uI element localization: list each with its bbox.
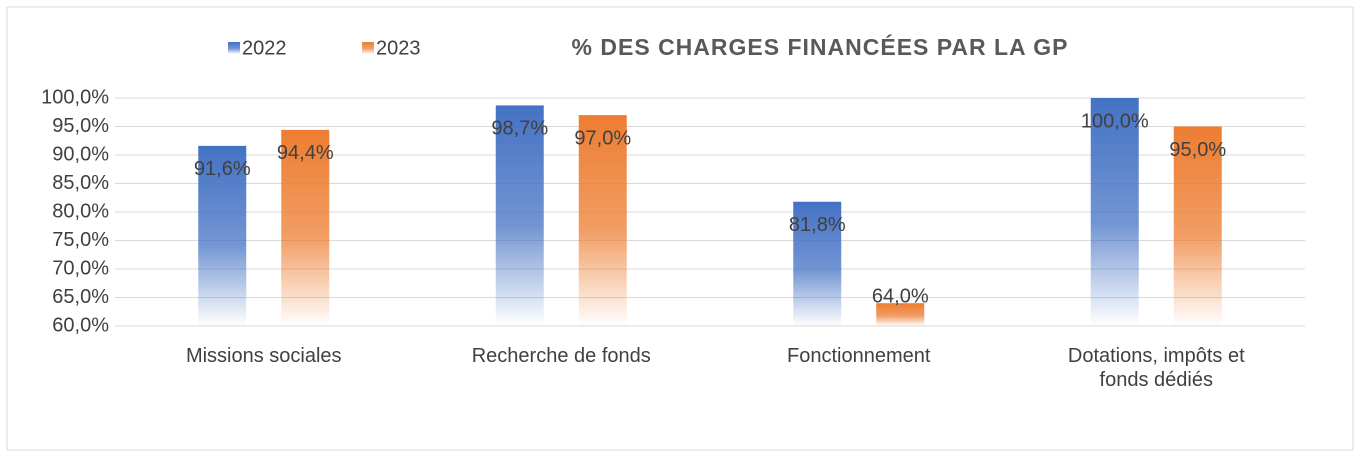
legend-swatch	[362, 42, 374, 54]
bar	[578, 115, 627, 326]
data-label: 94,4%	[277, 142, 334, 164]
x-tick-label: Dotations, impôts et fonds dédiés	[1067, 345, 1245, 391]
y-tick-label: 90,0%	[52, 143, 109, 165]
data-label: 91,6%	[194, 158, 251, 180]
data-label: 98,7%	[491, 118, 548, 140]
y-tick-label: 75,0%	[52, 229, 109, 251]
y-tick-label: 60,0%	[52, 314, 109, 336]
bar	[281, 129, 330, 326]
y-tick-label: 100,0%	[41, 86, 109, 108]
chart-title: % DES CHARGES FINANCÉES PAR LA GP	[572, 33, 1069, 60]
bar	[876, 303, 925, 326]
bar	[1173, 126, 1222, 326]
data-label: 95,0%	[1169, 139, 1226, 161]
y-tick-label: 85,0%	[52, 172, 109, 194]
data-label: 81,8%	[789, 214, 846, 236]
y-tick-label: 95,0%	[52, 115, 109, 137]
bar	[793, 201, 842, 326]
x-tick-label: Missions sociales	[185, 345, 342, 367]
legend-swatch	[228, 42, 240, 54]
x-tick-label: Fonctionnement	[787, 345, 931, 367]
data-label: 97,0%	[574, 127, 631, 149]
legend-label: 2022	[242, 37, 287, 59]
data-label: 100,0%	[1081, 110, 1149, 132]
y-tick-label: 65,0%	[52, 286, 109, 308]
y-tick-label: 70,0%	[52, 257, 109, 279]
bar	[198, 145, 247, 326]
y-tick-label: 80,0%	[52, 200, 109, 222]
x-tick-label: Recherche de fonds	[471, 345, 651, 367]
bar	[1090, 98, 1139, 326]
data-label: 64,0%	[872, 285, 929, 307]
legend-label: 2023	[376, 37, 421, 59]
bar	[495, 105, 544, 326]
